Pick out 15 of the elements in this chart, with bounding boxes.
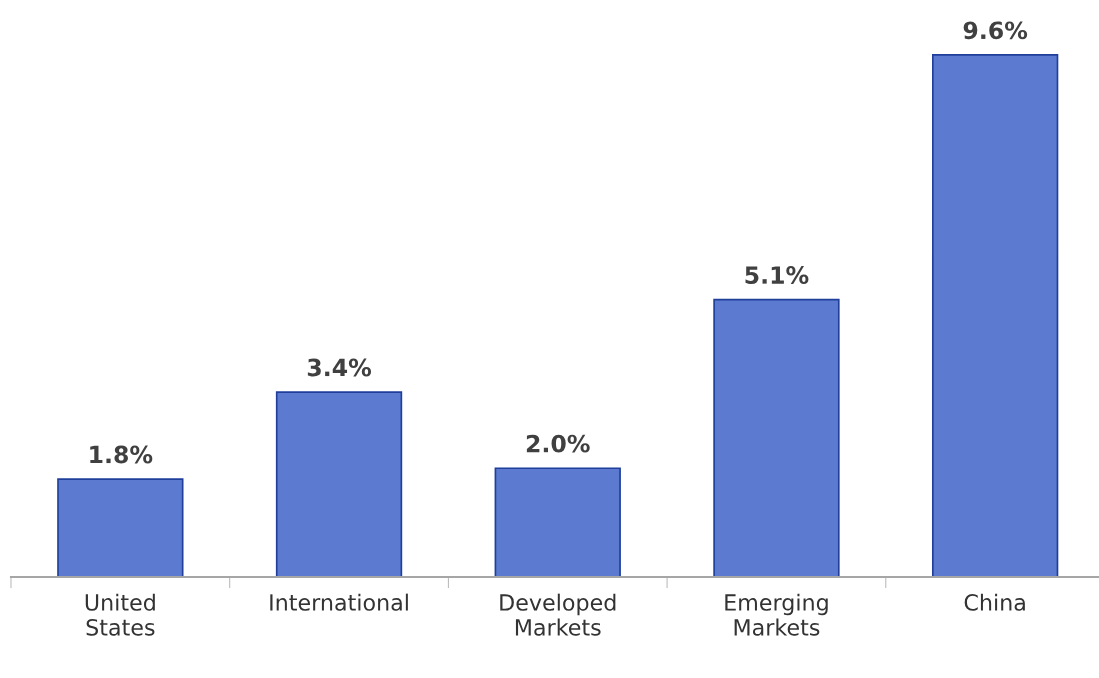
data-label: 2.0% <box>526 434 590 453</box>
data-label: 5.1% <box>745 266 809 284</box>
data-label: 9.6% <box>963 21 1028 40</box>
bar <box>931 54 1059 577</box>
x-tick-label: Emerging Markets <box>725 593 828 636</box>
data-label: 1.8% <box>90 445 153 464</box>
x-tick-label: Developed Markets <box>500 593 616 636</box>
bar <box>494 467 621 577</box>
bar <box>713 298 840 577</box>
data-label: 3.4% <box>307 358 372 377</box>
x-tick-label: United States <box>85 593 155 636</box>
x-tick-label: International <box>270 593 408 611</box>
x-tick-label: China <box>964 593 1025 611</box>
bar <box>57 478 184 577</box>
bar <box>275 391 403 577</box>
